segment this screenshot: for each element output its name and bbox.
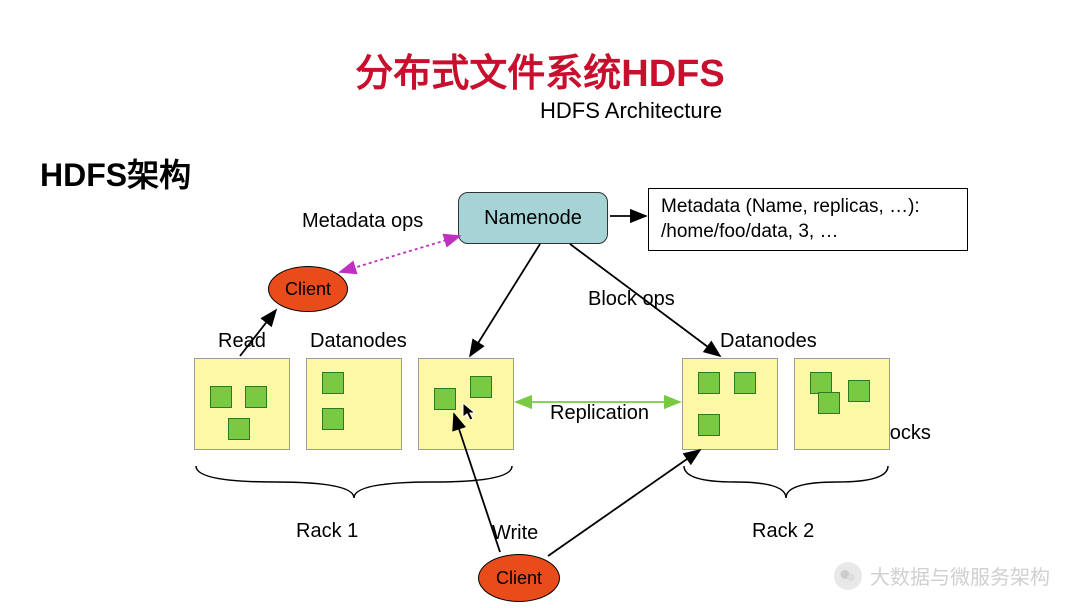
- brace-rack1: [196, 466, 512, 498]
- block-8: [734, 372, 756, 394]
- label-rack2: Rack 2: [752, 520, 814, 543]
- block-9: [698, 414, 720, 436]
- datanode-dn4: [682, 358, 778, 450]
- block-5: [434, 388, 456, 410]
- block-ops-1: [470, 244, 540, 356]
- label-datanodes_l: Datanodes: [310, 330, 407, 353]
- block-2: [228, 418, 250, 440]
- datanode-dn2: [306, 358, 402, 450]
- write-2: [548, 450, 700, 556]
- label-replication: Replication: [550, 402, 649, 425]
- metadata-line1: Metadata (Name, replicas, …):: [661, 195, 955, 220]
- metadata-box: Metadata (Name, replicas, …): /home/foo/…: [648, 188, 968, 251]
- block-7: [698, 372, 720, 394]
- block-1: [245, 386, 267, 408]
- metadata-line2: /home/foo/data, 3, …: [661, 220, 955, 245]
- datanode-dn3: [418, 358, 514, 450]
- brace-rack2: [684, 466, 888, 498]
- block-3: [322, 372, 344, 394]
- block-10: [810, 372, 832, 394]
- label-datanodes_r: Datanodes: [720, 330, 817, 353]
- label-write: Write: [492, 522, 538, 545]
- client-bottom: Client: [478, 554, 560, 602]
- watermark-text: 大数据与微服务架构: [870, 561, 1050, 590]
- wechat-icon: [834, 562, 862, 590]
- label-read: Read: [218, 330, 266, 353]
- block-6: [470, 376, 492, 398]
- namenode-box: Namenode: [458, 192, 608, 244]
- label-rack1: Rack 1: [296, 520, 358, 543]
- datanode-dn5: [794, 358, 890, 450]
- main-title: 分布式文件系统HDFS: [355, 42, 724, 97]
- subtitle: HDFS Architecture: [540, 98, 722, 124]
- section-title: HDFS架构: [40, 150, 191, 196]
- label-block_ops: Block ops: [588, 288, 675, 311]
- namenode-label: Namenode: [484, 207, 582, 230]
- block-12: [848, 380, 870, 402]
- main-title-text: 分布式文件系统HDFS: [355, 53, 724, 95]
- client-top: Client: [268, 266, 348, 312]
- label-metadata_ops: Metadata ops: [302, 210, 423, 233]
- block-4: [322, 408, 344, 430]
- block-0: [210, 386, 232, 408]
- watermark: 大数据与微服务架构: [834, 561, 1050, 590]
- block-11: [818, 392, 840, 414]
- metadata-ops-arrow: [340, 236, 460, 272]
